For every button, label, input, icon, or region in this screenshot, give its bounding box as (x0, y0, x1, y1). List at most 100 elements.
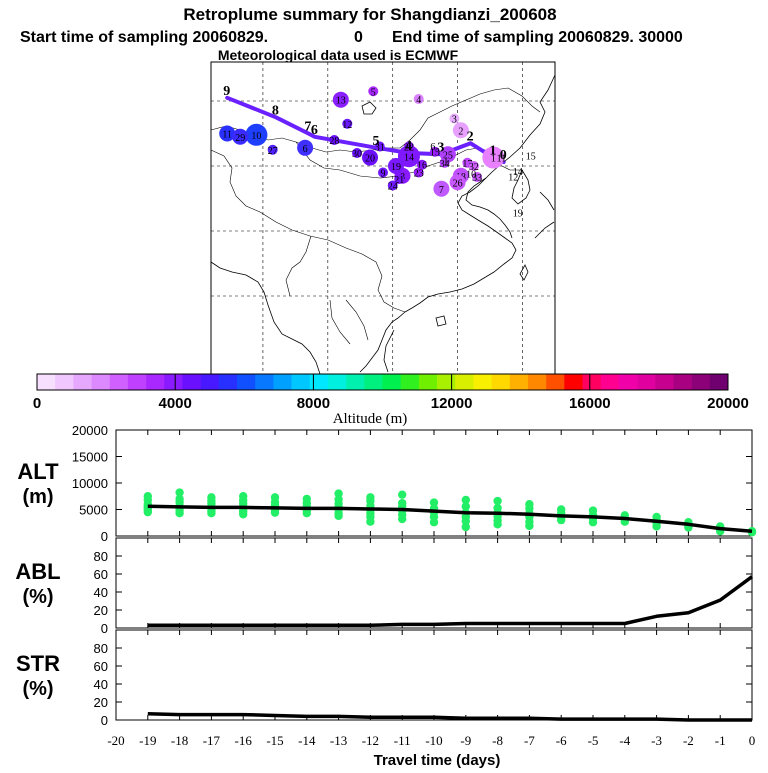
x-tick-label: -18 (171, 733, 188, 748)
plume-cluster: 23 (413, 167, 424, 180)
plume-cluster: 3 (449, 113, 460, 126)
cluster-marker (468, 161, 479, 171)
plume-cluster: 21 (394, 174, 405, 186)
y-axis-label: ALT (17, 459, 59, 484)
plume-cluster: 12 (342, 118, 353, 131)
map-panel: 1234567891011121314151617181920212223242… (210, 61, 556, 375)
cluster-label: 24 (388, 182, 398, 193)
coastline-lake (361, 101, 377, 115)
cluster-marker (416, 159, 427, 170)
cluster-label: 34 (440, 159, 450, 170)
x-tick-label: -9 (460, 733, 471, 748)
plume-day-label: 8 (272, 103, 279, 118)
cluster-marker (394, 174, 405, 184)
border-south-china (285, 235, 406, 313)
cluster-label: 19 (391, 162, 401, 173)
cluster-marker (374, 141, 385, 152)
plume-cluster: 1 (482, 146, 505, 169)
colorbar-swatch (127, 374, 147, 390)
cluster-label: 31 (375, 143, 385, 154)
colorbar-swatch (146, 374, 165, 390)
colorbar-swatch (364, 374, 383, 390)
panel-frame (115, 537, 753, 629)
plume-day-label: 6 (311, 123, 318, 138)
colorbar-tick-label: 0 (33, 395, 41, 412)
cluster-label: 32 (469, 162, 479, 173)
colorbar-swatch (455, 374, 474, 390)
colorbar-tick-label: 16000 (569, 395, 611, 412)
colorbar-swatch (418, 374, 438, 390)
plume-cluster: 20 (362, 149, 379, 166)
colorbar-swatch (237, 374, 256, 390)
y-tick-label: 0 (101, 713, 108, 728)
cluster-marker (433, 180, 450, 197)
cluster-marker (297, 139, 314, 156)
small-day-label: 11 (497, 153, 507, 164)
y-axis-unit: (%) (22, 586, 53, 608)
scatter-point (175, 509, 184, 518)
cluster-label: 12 (342, 120, 352, 131)
cluster-label: 6 (303, 144, 308, 155)
plume-day-label: 5 (373, 134, 380, 149)
coastline-japan (534, 191, 555, 239)
colorbar-swatch (437, 374, 456, 390)
cluster-label: 13 (336, 96, 346, 107)
map-frame (210, 61, 556, 375)
cluster-marker (378, 167, 388, 178)
coastline-bohai (404, 177, 517, 313)
y-tick-label: 60 (94, 567, 108, 582)
small-day-label: 6 (430, 142, 435, 153)
map-gridlines (211, 62, 555, 374)
colorbar-swatch (309, 374, 329, 390)
y-tick-label: 80 (94, 549, 108, 564)
scatter-point (398, 490, 407, 499)
scatter-point (270, 508, 280, 517)
y-axis-label: ABL (15, 559, 60, 584)
colorbar-swatch (73, 374, 92, 390)
cluster-marker (439, 157, 450, 168)
x-tick-label: -5 (588, 733, 599, 748)
panel-frame (115, 629, 753, 721)
colorbar-swatch (673, 374, 692, 390)
cluster-marker (482, 146, 505, 169)
y-tick-label: 0 (101, 529, 108, 544)
cluster-label: 7 (439, 185, 444, 196)
plume-cluster: 11 (219, 125, 236, 142)
plume-cluster: 24 (387, 180, 398, 193)
scatter-point (557, 515, 566, 525)
cluster-label: 1 (491, 154, 496, 165)
x-tick-label: -8 (492, 733, 503, 748)
small-day-label: 10 (466, 170, 476, 181)
y-axis-unit: (%) (22, 678, 53, 700)
cluster-label: 23 (414, 169, 424, 180)
y-tick-label: 5000 (79, 503, 108, 518)
cluster-marker (332, 91, 349, 108)
cluster-label: 15 (430, 148, 440, 159)
x-tick-labels: -20 -19 -18 -17 -16 -15 -14 -13 -12 -11 -10 -9 -8 -7-… (107, 733, 755, 748)
end-time-label: End time of sampling 20060829. 30000 (392, 29, 683, 46)
colorbar-swatch (473, 374, 492, 390)
plume-cluster: 4 (413, 94, 424, 106)
cluster-label: 3 (452, 115, 457, 126)
x-tick-label: -17 (203, 733, 221, 748)
panel-alt: 0 5000 10000 15000 20000 ALT(m) (17, 423, 757, 544)
colorbar-swatch (200, 374, 220, 390)
colorbar-tick-label: 8000 (297, 395, 330, 412)
cluster-marker (219, 125, 236, 142)
x-tick-label: -13 (330, 733, 347, 748)
colorbar-tick-label: 4000 (159, 395, 192, 412)
plume-day-label: 9 (223, 84, 230, 99)
cluster-label: 11 (222, 130, 232, 141)
coastline-indochina (359, 311, 406, 373)
series-line (147, 711, 752, 722)
plume-cluster: 15 (429, 146, 440, 159)
cluster-marker (413, 167, 424, 178)
scatter-point (461, 495, 470, 505)
colorbar-swatch (218, 374, 238, 390)
scatter-point (429, 498, 439, 507)
cluster-marker (267, 144, 278, 155)
coastline-bay-of-bengal (210, 261, 321, 375)
x-tick-label: -16 (235, 733, 253, 748)
plume-cluster: 26 (449, 174, 466, 191)
